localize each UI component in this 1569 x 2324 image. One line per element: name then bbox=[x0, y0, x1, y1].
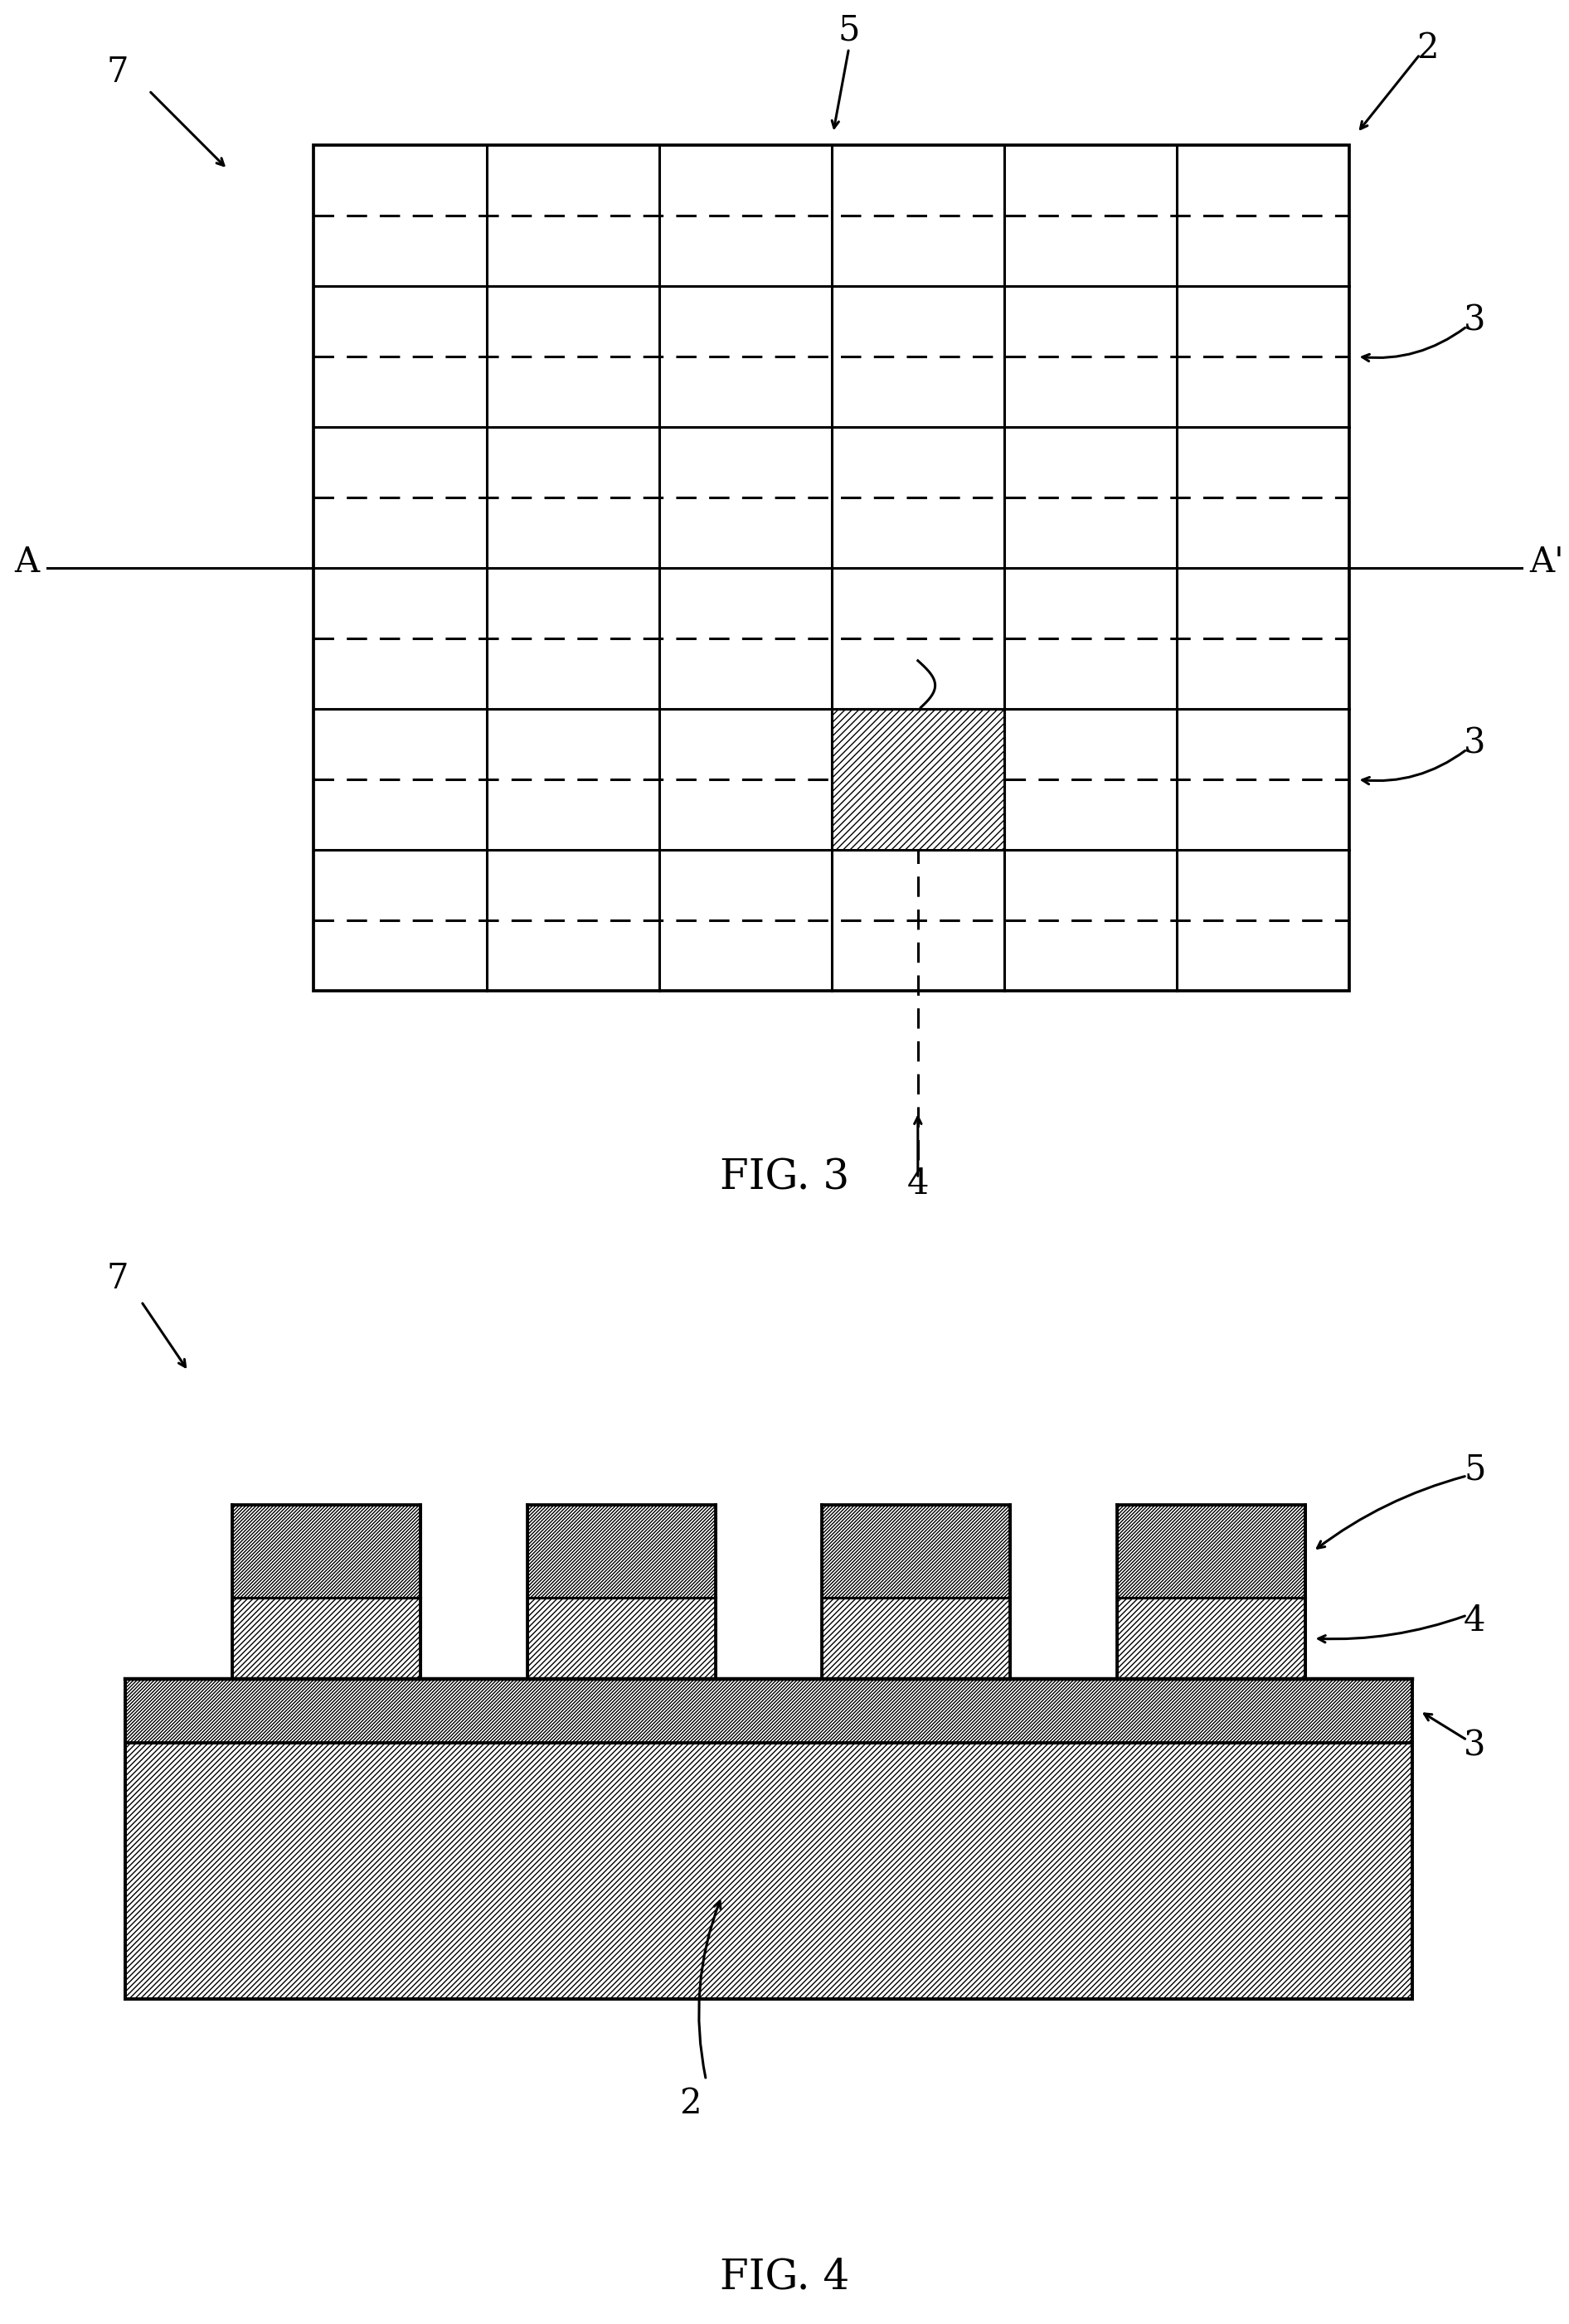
Bar bbox=[822, 1506, 1010, 1599]
Text: 3: 3 bbox=[1464, 302, 1486, 337]
Bar bbox=[527, 1506, 715, 1599]
Text: FIG. 3: FIG. 3 bbox=[720, 1157, 849, 1199]
Bar bbox=[832, 709, 1004, 851]
Bar bbox=[232, 1599, 420, 1678]
Text: 7: 7 bbox=[107, 56, 129, 91]
Bar bbox=[232, 1506, 420, 1599]
Text: 3: 3 bbox=[1464, 1729, 1486, 1764]
Bar bbox=[314, 144, 1349, 990]
Text: A: A bbox=[14, 544, 39, 579]
Text: 7: 7 bbox=[107, 1262, 129, 1294]
Text: 5: 5 bbox=[838, 14, 860, 46]
Text: FIG. 4: FIG. 4 bbox=[720, 2257, 849, 2298]
Bar bbox=[126, 1678, 1412, 1743]
Bar bbox=[126, 1743, 1412, 1999]
Text: A': A' bbox=[1530, 544, 1564, 579]
Text: 2: 2 bbox=[679, 2087, 701, 2119]
Bar bbox=[822, 1599, 1010, 1678]
Text: 3: 3 bbox=[1464, 725, 1486, 760]
Bar bbox=[1117, 1599, 1305, 1678]
Text: 4: 4 bbox=[907, 1167, 929, 1202]
Bar bbox=[1117, 1506, 1305, 1599]
Text: 4: 4 bbox=[1464, 1604, 1486, 1638]
Text: 5: 5 bbox=[1464, 1452, 1486, 1487]
Text: 2: 2 bbox=[1417, 30, 1439, 65]
Bar bbox=[527, 1599, 715, 1678]
